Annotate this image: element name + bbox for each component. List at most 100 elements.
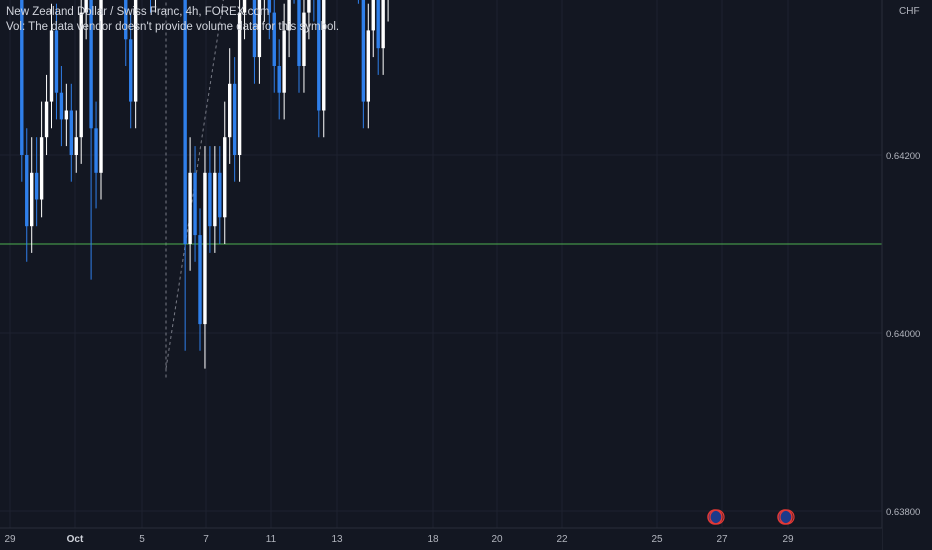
candle[interactable] [371, 0, 375, 58]
candle-body [218, 172, 222, 218]
time-axis-bg [0, 528, 882, 550]
candle[interactable] [267, 0, 271, 40]
candle[interactable] [213, 146, 217, 253]
time-tick-label: 11 [266, 534, 277, 545]
currency-label: CHF [899, 6, 920, 17]
candle[interactable] [223, 101, 227, 244]
candle[interactable] [302, 0, 306, 93]
candle[interactable] [188, 137, 192, 271]
candle[interactable] [257, 0, 262, 84]
candle[interactable] [366, 3, 370, 129]
trend-line[interactable] [165, 0, 494, 378]
candle[interactable] [237, 0, 242, 182]
time-axis[interactable]: 29 Oct 5 7 11 13 18 20 22 25 27 29 [0, 527, 882, 550]
candle-body [287, 0, 291, 31]
candle[interactable] [282, 3, 286, 120]
candle[interactable] [129, 12, 133, 129]
earnings-event-icon[interactable] [707, 509, 725, 525]
candle-body [94, 128, 98, 173]
earnings-event-icon[interactable] [777, 509, 795, 525]
candle[interactable] [272, 0, 276, 93]
event-icons[interactable] [707, 509, 795, 525]
candle-body [282, 30, 286, 93]
candle-body [232, 83, 237, 155]
candle-body [237, 12, 242, 155]
candle[interactable] [94, 101, 98, 209]
candle[interactable] [69, 83, 73, 182]
candle[interactable] [312, 0, 315, 22]
candle-body [133, 0, 138, 102]
candle[interactable] [99, 0, 103, 200]
candle[interactable] [218, 146, 222, 244]
level-lines[interactable] [0, 0, 882, 245]
candle[interactable] [208, 146, 212, 253]
candle[interactable] [307, 0, 311, 40]
candle-body [257, 0, 262, 58]
candle[interactable] [183, 0, 187, 351]
candle[interactable] [39, 101, 44, 218]
candle-body [277, 66, 281, 93]
candle-body [376, 0, 380, 49]
candle-body [366, 30, 370, 102]
candle[interactable] [361, 0, 366, 129]
candle[interactable] [124, 0, 128, 66]
event-icon-ring [709, 509, 725, 525]
price-axis[interactable]: 0.638000.640000.642000.644000.646000.648… [881, 0, 932, 550]
fib-trend-line[interactable] [165, 0, 494, 369]
candle[interactable] [232, 57, 237, 182]
candle[interactable] [54, 3, 59, 120]
candle[interactable] [386, 0, 389, 22]
candle[interactable] [297, 0, 301, 93]
candle[interactable] [357, 0, 360, 4]
candle-body [361, 0, 366, 102]
time-tick-label: 18 [427, 534, 439, 545]
candle[interactable] [193, 146, 197, 262]
time-tick-label: 13 [331, 534, 343, 545]
candle-body [34, 172, 39, 200]
grid [0, 0, 882, 528]
candles[interactable] [0, 0, 622, 369]
candle-body [223, 137, 227, 218]
candle[interactable] [263, 0, 266, 22]
candle-body [99, 0, 103, 173]
candle[interactable] [287, 0, 291, 58]
candle[interactable] [34, 137, 39, 227]
candle[interactable] [84, 0, 88, 40]
candle[interactable] [376, 0, 380, 75]
candle[interactable] [228, 48, 232, 164]
price-tick-label: 0.64000 [886, 329, 920, 340]
candle[interactable] [292, 0, 295, 4]
candle[interactable] [203, 146, 207, 369]
candle[interactable] [322, 0, 326, 138]
candle-body [203, 172, 207, 325]
candle-body [54, 30, 59, 93]
candle[interactable] [89, 0, 93, 280]
event-icon-ring [779, 509, 795, 525]
candle[interactable] [49, 3, 54, 129]
candle[interactable] [20, 0, 24, 182]
time-tick-label: 7 [203, 534, 209, 545]
candle[interactable] [74, 110, 78, 173]
candle-body [307, 0, 311, 13]
time-tick-label: 29 [4, 534, 16, 545]
candle-body [129, 39, 133, 102]
volume-note: Vol: The data vendor doesn't provide vol… [6, 21, 340, 33]
candle[interactable] [30, 137, 34, 253]
candle[interactable] [381, 0, 385, 75]
candle-body [272, 12, 276, 67]
time-tick-label: 22 [556, 534, 568, 545]
candle[interactable] [44, 74, 49, 155]
candle[interactable] [64, 83, 69, 147]
candle-body [124, 0, 128, 40]
candle[interactable] [317, 0, 321, 138]
candle[interactable] [25, 128, 29, 262]
candle[interactable] [133, 0, 138, 129]
candle[interactable] [252, 0, 257, 84]
candle-body [69, 110, 73, 155]
candle[interactable] [277, 39, 281, 120]
candle[interactable] [242, 0, 247, 40]
candle[interactable] [79, 0, 83, 164]
candle[interactable] [59, 66, 64, 147]
candle[interactable] [198, 208, 202, 351]
